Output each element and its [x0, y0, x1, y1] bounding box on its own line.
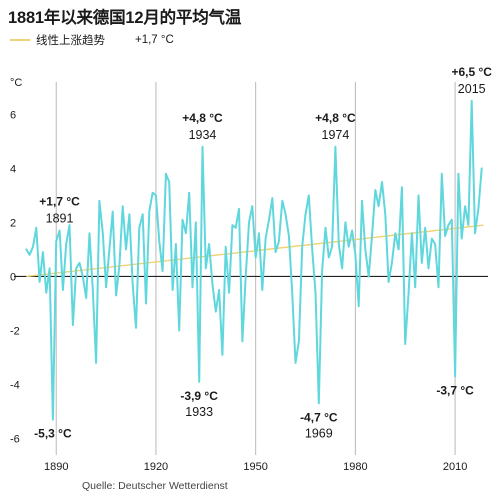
- annotations: +1,7 °C 1891 -5,3 °C +4,8 °C 1934 -3,9 °C 1933…: [34, 65, 492, 441]
- grid-lines: [14, 82, 488, 455]
- y-tick-label--4: -4: [10, 379, 20, 391]
- x-tick-label-1890: 1890: [44, 461, 68, 473]
- series-layer: [25, 99, 483, 421]
- annotation-year-3: 1933: [185, 405, 213, 419]
- annotation-value-7: -3,7 °C: [436, 383, 474, 397]
- annotation-year-4: 1974: [322, 128, 350, 142]
- x-tick-label-1980: 1980: [343, 461, 367, 473]
- annotation-value-4: +4,8 °C: [315, 111, 356, 125]
- legend-trend-swatch: [10, 39, 30, 41]
- legend: 线性上涨趋势 +1,7 °C: [10, 32, 174, 48]
- y-axis-unit: °C: [10, 77, 22, 89]
- axis-labels: °C 1890 1920 1950 1980 2010 -6 -4 -2 0 2 4 6: [10, 77, 467, 473]
- y-tick-label-4: 4: [10, 163, 16, 175]
- annotation-value-0: +1,7 °C: [39, 195, 80, 209]
- y-tick-label--6: -6: [10, 433, 20, 445]
- annotation-year-2: 1934: [189, 128, 217, 142]
- annotation-value-6: +6,5 °C: [451, 65, 492, 79]
- annotation-value-2: +4,8 °C: [182, 111, 223, 125]
- y-tick-label--2: -2: [10, 325, 20, 337]
- x-tick-label-2010: 2010: [443, 461, 467, 473]
- x-tick-label-1950: 1950: [243, 461, 267, 473]
- y-tick-label-6: 6: [10, 109, 16, 121]
- annotation-value-1: -5,3 °C: [34, 427, 72, 441]
- y-tick-label-0: 0: [10, 271, 16, 283]
- annotation-value-3: -3,9 °C: [180, 389, 218, 403]
- series-line-0: [25, 99, 483, 421]
- annotation-year-6: 2015: [458, 82, 486, 96]
- legend-trend-label: 线性上涨趋势: [36, 35, 105, 47]
- annotation-year-0: 1891: [46, 212, 74, 226]
- annotation-value-5: -4,7 °C: [300, 410, 338, 424]
- annotation-year-5: 1969: [305, 426, 333, 440]
- legend-trend-value: +1,7 °C: [135, 34, 174, 46]
- source-note: Quelle: Deutscher Wetterdienst: [82, 480, 228, 492]
- x-tick-label-1920: 1920: [144, 461, 168, 473]
- y-tick-label-2: 2: [10, 217, 16, 229]
- chart-title: 1881年以来德国12月的平均气温: [8, 9, 242, 27]
